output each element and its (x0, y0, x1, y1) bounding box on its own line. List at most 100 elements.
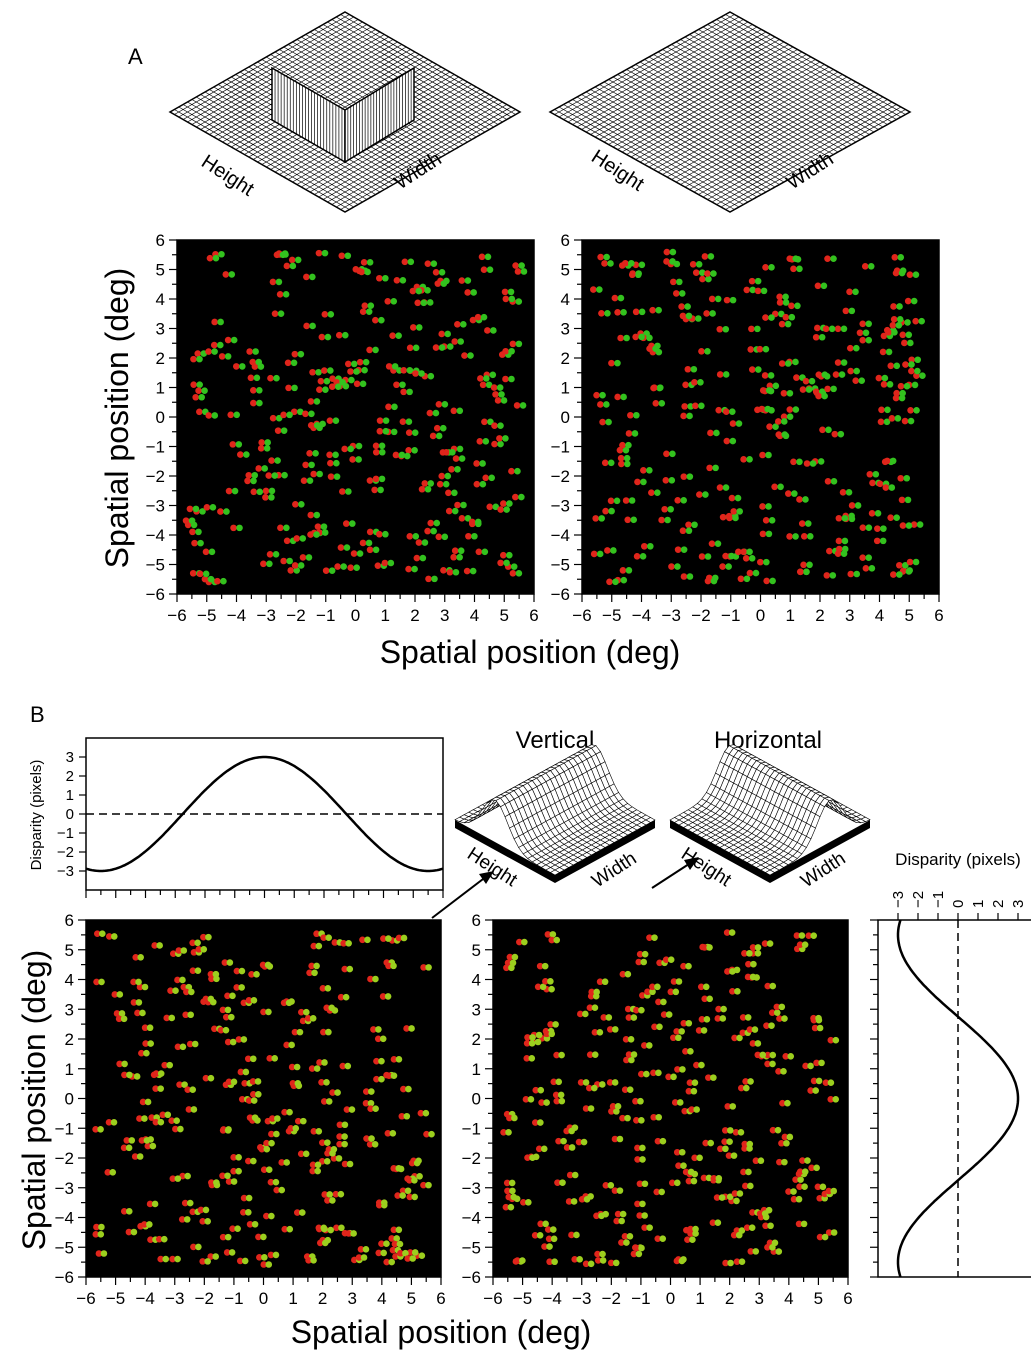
dot-left-eye (897, 382, 905, 390)
mesh-line (608, 79, 789, 180)
arrow-to-horizontal (651, 857, 699, 889)
dot-right-eye (321, 249, 329, 257)
dot-right-eye (628, 1056, 635, 1064)
dot-left-eye (730, 1231, 738, 1239)
dot-left-eye (189, 1208, 197, 1216)
dot-right-eye (205, 933, 212, 941)
dot-left-eye (746, 569, 754, 577)
dot-right-eye (598, 1212, 605, 1220)
dot-right-eye (505, 1129, 512, 1136)
dot-left-eye (249, 1078, 257, 1085)
dot-left-eye (415, 539, 423, 546)
dot-right-eye (784, 1099, 791, 1107)
disparity-plot-right: −3 −2 −1 0 1 2 3 (870, 891, 1031, 1278)
dot-left-eye (682, 1048, 689, 1055)
dot-left-eye (265, 472, 273, 479)
dot-right-eye (891, 329, 898, 336)
dot-right-eye (678, 1257, 686, 1265)
dot-right-eye (251, 471, 259, 479)
dot-right-eye (641, 1180, 649, 1188)
dot-left-eye (492, 391, 499, 398)
dot-left-eye (516, 938, 523, 946)
dot-left-eye (717, 1145, 724, 1153)
dot-left-eye (764, 982, 772, 990)
dot-left-eye (372, 316, 379, 324)
dot-right-eye (378, 1057, 385, 1065)
dot-right-eye (188, 988, 195, 996)
dot-left-eye (719, 513, 727, 521)
dot-left-eye (749, 1209, 756, 1216)
dot-right-eye (118, 1010, 126, 1017)
dot-left-eye (274, 427, 282, 434)
dot-right-eye (800, 1220, 808, 1228)
dot-left-eye (341, 1160, 349, 1168)
y-tick-label: 0 (65, 1090, 74, 1109)
dot-right-eye (795, 1195, 803, 1203)
dot-right-eye (456, 407, 464, 415)
dot-left-eye (878, 406, 885, 414)
dot-left-eye (473, 460, 480, 467)
dot-left-eye (240, 1209, 247, 1216)
dot-left-eye (665, 1073, 672, 1081)
dot-right-eye (277, 310, 285, 317)
dot-left-eye (541, 1243, 548, 1250)
dot-left-eye (372, 475, 380, 483)
dot-left-eye (868, 510, 876, 517)
dot-left-eye (709, 1219, 717, 1227)
dot-right-eye (228, 271, 236, 278)
dot-right-eye (765, 503, 772, 510)
dot-left-eye (249, 386, 257, 394)
dot-left-eye (611, 294, 619, 302)
dot-right-eye (845, 489, 853, 496)
dot-left-eye (904, 297, 912, 305)
dot-right-eye (442, 480, 450, 488)
dot-right-eye (322, 386, 329, 393)
dot-left-eye (764, 1051, 772, 1059)
dot-left-eye (307, 511, 315, 519)
dot-right-eye (348, 1106, 356, 1113)
dot-left-eye (790, 1195, 798, 1203)
dot-right-eye (603, 253, 610, 261)
dot-left-eye (715, 1005, 722, 1013)
dot-left-eye (756, 1210, 764, 1217)
dot-right-eye (754, 277, 762, 285)
dot-right-eye (639, 1144, 646, 1152)
dot-right-eye (792, 255, 800, 262)
dot-right-eye (818, 1059, 825, 1067)
dot-right-eye (631, 430, 639, 437)
dot-right-eye (194, 967, 202, 974)
dot-left-eye (648, 489, 655, 497)
dot-left-eye (211, 1025, 218, 1033)
dot-right-eye (598, 515, 605, 522)
dot-right-eye (183, 1216, 191, 1223)
dot-right-eye (809, 460, 817, 467)
dot-left-eye (210, 341, 218, 349)
dot-right-eye (608, 507, 615, 515)
dot-right-eye (250, 1157, 257, 1165)
dot-left-eye (824, 255, 831, 262)
dot-left-eye (376, 274, 383, 282)
dot-right-eye (256, 488, 264, 496)
dot-right-eye (738, 1258, 746, 1265)
dot-left-eye (307, 531, 314, 538)
dot-left-eye (306, 969, 313, 977)
dot-right-eye (263, 445, 271, 452)
dot-right-eye (543, 1099, 550, 1106)
dot-right-eye (729, 1103, 737, 1110)
dot-right-eye (497, 422, 504, 430)
dot-left-eye (792, 1176, 799, 1183)
dot-right-eye (573, 1231, 580, 1239)
dot-right-eye (421, 539, 429, 546)
dot-right-eye (368, 1088, 375, 1095)
dot-left-eye (688, 1106, 695, 1113)
axis-title-b-y: Spatial position (deg) (16, 950, 52, 1251)
dot-right-eye (687, 1048, 694, 1055)
dot-left-eye (104, 1168, 112, 1176)
dot-left-eye (299, 554, 307, 561)
dot-right-eye (918, 317, 925, 325)
dot-left-eye (847, 570, 855, 578)
dot-right-eye (498, 391, 505, 398)
dot-left-eye (321, 1191, 329, 1198)
dot-left-eye (758, 405, 766, 413)
dot-left-eye (908, 367, 915, 375)
